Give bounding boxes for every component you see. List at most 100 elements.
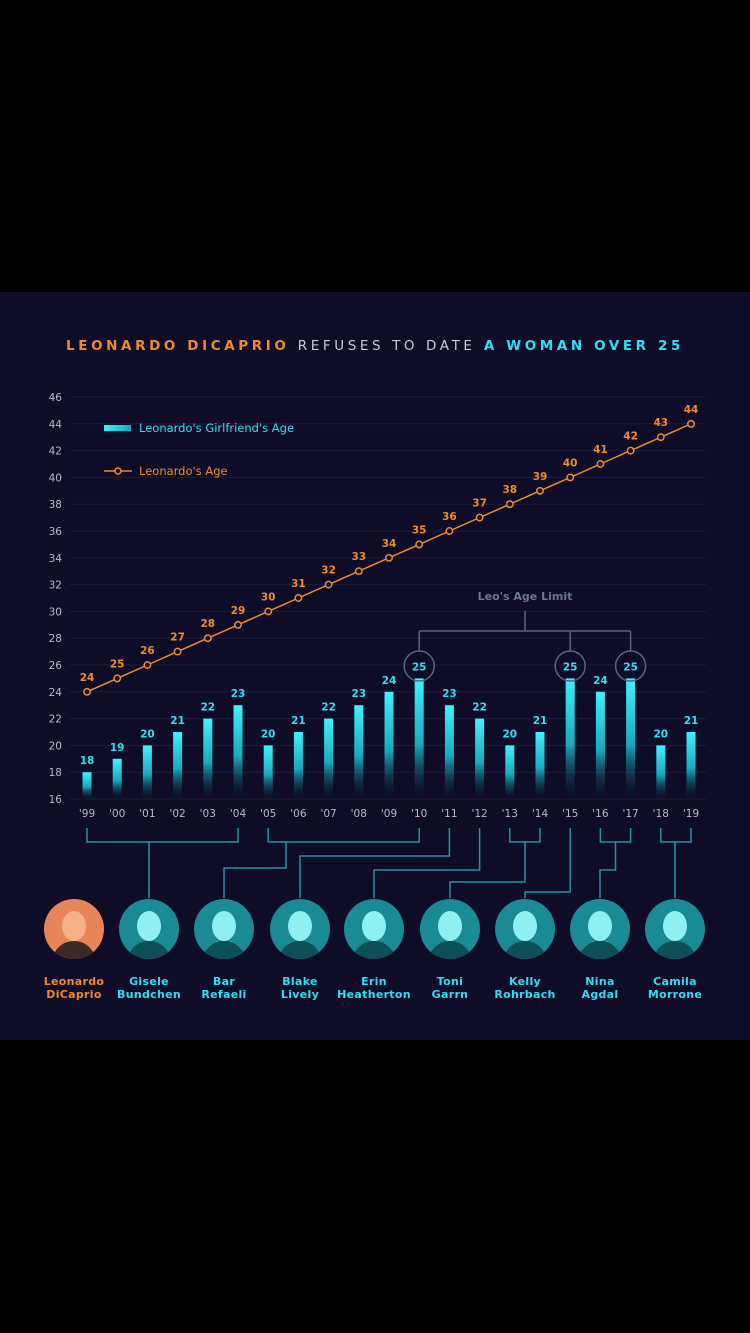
connector-line: [299, 828, 451, 898]
girlfriend-age-label: 20: [261, 728, 276, 740]
y-tick-label: 20: [49, 740, 62, 752]
avatar: [495, 899, 555, 959]
leo-age-label: 34: [382, 538, 397, 550]
girlfriend-age-bar: [505, 745, 515, 799]
last-name: Bundchen: [117, 988, 181, 1001]
girlfriend-age-bar: [686, 732, 696, 799]
last-name: Morrone: [647, 988, 703, 1001]
avatar: [44, 899, 104, 959]
girlfriend-age-bar: [233, 705, 243, 799]
leo-age-point: [656, 433, 665, 442]
avatar-body: [278, 941, 322, 959]
connector-line: [373, 828, 481, 898]
leo-age-point: [445, 527, 454, 535]
legend-bar-swatch: [104, 425, 131, 431]
y-tick-label: 38: [49, 499, 62, 511]
avatar: [344, 899, 404, 959]
last-name: DiCaprio: [46, 988, 102, 1001]
x-tick-label: '02: [169, 808, 185, 820]
y-tick-label: 34: [49, 553, 63, 565]
person-name: Kelly Rohrbach: [485, 975, 565, 1001]
y-tick-label: 28: [49, 633, 62, 645]
leo-age-label: 28: [200, 618, 215, 630]
girlfriend-age-label: 18: [80, 755, 95, 767]
connector-line: [599, 842, 617, 898]
leo-age-point: [596, 460, 605, 468]
first-name: Camila: [653, 975, 697, 988]
leo-age-label: 30: [261, 591, 276, 603]
leo-age-label: 26: [140, 645, 155, 657]
leo-age-label: 37: [472, 498, 487, 510]
girlfriend-age-bar: [354, 705, 364, 799]
y-tick-label: 30: [49, 606, 62, 618]
leo-age-label: 43: [653, 417, 668, 429]
avatar: [119, 899, 179, 959]
girlfriend-age-label: 23: [351, 688, 366, 700]
leo-age-point: [83, 687, 91, 696]
leo-age-label: 25: [110, 658, 125, 670]
connector-line: [449, 842, 526, 898]
leo-age-point: [475, 513, 484, 522]
person-girlfriend: Nina Agdal: [560, 899, 640, 1001]
x-tick-label: '05: [260, 808, 276, 820]
girlfriend-age-label: 23: [442, 688, 457, 700]
title-middle: REFUSES TO DATE: [297, 338, 476, 354]
y-axis: 16 18 20 22 24 26 28 30 32 34 36 38 40 42 44 46: [49, 392, 63, 806]
girlfriend-age-bar: [475, 718, 485, 799]
girlfriend-age-label: 20: [502, 728, 517, 740]
first-name: Leonardo: [43, 975, 105, 988]
avatar-face: [137, 911, 161, 941]
girlfriend-age-bar: [444, 705, 454, 799]
girlfriend-age-bar: [414, 678, 424, 799]
girlfriend-age-label: 24: [593, 675, 608, 687]
leo-age-label: 44: [684, 404, 699, 416]
connector-line: [509, 828, 541, 843]
connector-line: [86, 828, 239, 843]
y-tick-label: 40: [49, 472, 62, 484]
avatar-face: [663, 911, 687, 941]
x-tick-label: '18: [653, 808, 669, 820]
girlfriend-age-label: 20: [140, 728, 155, 740]
leo-age-label: 36: [442, 511, 457, 523]
leo-age-label: 29: [231, 605, 246, 617]
x-tick-label: '13: [502, 808, 518, 820]
first-name: Bar: [212, 975, 236, 988]
person-name: Bar Refaeli: [184, 975, 264, 1001]
leo-age-label: 27: [170, 632, 185, 644]
person-name: Nina Agdal: [560, 975, 640, 1001]
x-tick-label: '17: [622, 808, 638, 820]
x-tick-label: '16: [592, 808, 609, 820]
first-name: Toni: [436, 975, 464, 988]
y-tick-label: 18: [49, 767, 62, 779]
person-girlfriend: Erin Heatherton: [334, 899, 414, 1001]
avatar: [645, 899, 705, 959]
leo-age-label: 39: [533, 471, 548, 483]
leo-age-point: [143, 661, 152, 669]
title-emphasis: A WOMAN OVER 25: [483, 338, 684, 354]
x-tick-label: '08: [351, 808, 367, 820]
age-limit-annotation: Leo's Age Limit: [478, 590, 573, 603]
y-tick-label: 46: [49, 392, 63, 404]
leo-age-label: 33: [351, 551, 366, 563]
person-leonardo: Leonardo DiCaprio: [34, 899, 114, 1001]
leo-age-label: 38: [502, 484, 517, 496]
leo-age-point: [626, 446, 635, 455]
leo-age-point: [173, 647, 182, 656]
x-tick-label: '09: [381, 808, 397, 820]
avatar-body: [52, 941, 96, 959]
x-tick-label: '10: [411, 808, 427, 820]
leo-age-label: 32: [321, 565, 336, 577]
first-name: Kelly: [508, 975, 541, 988]
leo-age-point: [687, 419, 695, 428]
leo-age-label: 35: [412, 524, 427, 536]
person-girlfriend: Bar Refaeli: [184, 899, 264, 1001]
girlfriend-age-bar: [203, 718, 213, 799]
girlfriend-age-bar: [324, 718, 334, 799]
y-tick-label: 22: [49, 714, 62, 726]
girlfriend-age-label: 22: [321, 702, 336, 714]
girlfriend-age-bars: 18 19 20 21 22 23 20 21 22 23 24 25 23 22 20 21 25 24 25 20…: [80, 661, 698, 799]
leo-age-point: [566, 473, 575, 482]
connector-line: [660, 828, 692, 843]
girlfriend-age-bar: [112, 758, 122, 799]
